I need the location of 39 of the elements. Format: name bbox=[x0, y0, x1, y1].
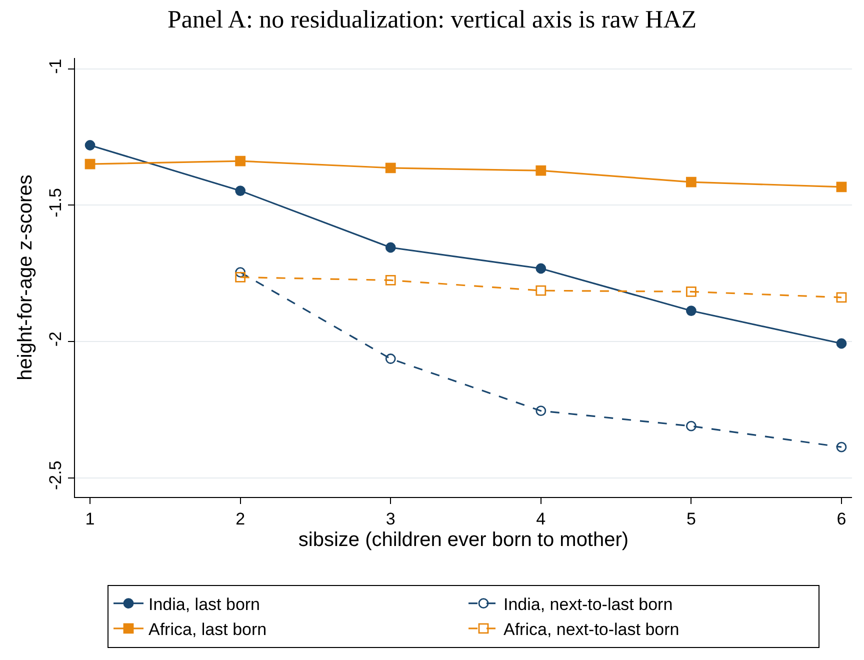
point bbox=[385, 162, 396, 174]
y-tick-label: -2.5 bbox=[46, 460, 66, 490]
x-tick-label: 6 bbox=[836, 509, 846, 528]
chart-title: Panel A: no residualization: vertical axis is raw HAZ bbox=[167, 6, 697, 34]
y-tick-label: -2 bbox=[46, 331, 66, 347]
x-tick-label: 2 bbox=[236, 509, 246, 528]
point bbox=[235, 156, 246, 166]
point bbox=[686, 286, 696, 297]
y-tick-label: -1 bbox=[46, 58, 66, 74]
point bbox=[686, 176, 696, 188]
point bbox=[536, 263, 546, 274]
point bbox=[385, 242, 396, 253]
y-axis-title: height-for-age z-scores bbox=[14, 174, 37, 380]
point bbox=[235, 272, 246, 282]
point bbox=[84, 158, 96, 170]
x-axis-title: sibsize (children ever born to mother) bbox=[298, 528, 629, 551]
x-tick-label: 4 bbox=[536, 509, 546, 528]
point bbox=[536, 165, 546, 176]
point bbox=[536, 406, 546, 416]
legend-label: Africa, next-to-last born bbox=[504, 620, 680, 640]
legend-label: India, next-to-last born bbox=[504, 594, 673, 614]
y-tick-label: -1.5 bbox=[46, 188, 66, 218]
point bbox=[686, 306, 696, 316]
point bbox=[235, 186, 246, 196]
point bbox=[686, 420, 696, 432]
x-tick-label: 1 bbox=[85, 509, 95, 528]
point bbox=[536, 285, 546, 296]
legend-label: India, last born bbox=[148, 594, 260, 614]
x-tick-label: 3 bbox=[386, 509, 396, 528]
point bbox=[385, 354, 396, 364]
point bbox=[836, 338, 847, 349]
x-tick-label: 5 bbox=[686, 509, 696, 528]
point bbox=[235, 267, 246, 278]
point bbox=[836, 442, 847, 452]
point bbox=[836, 292, 847, 303]
point bbox=[385, 275, 396, 286]
point bbox=[836, 182, 847, 192]
legend-label: Africa, last born bbox=[148, 620, 267, 640]
point bbox=[84, 140, 96, 150]
